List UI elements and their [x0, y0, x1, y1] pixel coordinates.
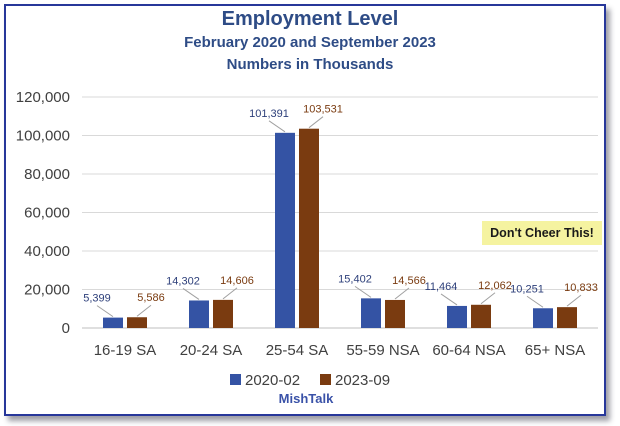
data-label-leader — [96, 305, 114, 318]
data-label: 5,399 — [83, 293, 111, 305]
chart-title: Employment Level — [221, 8, 399, 30]
bar-2020-02 — [103, 317, 123, 328]
chart-subtitle-line-2: Numbers in Thousands — [226, 56, 394, 73]
annotation-note: Don't Cheer This! — [482, 221, 602, 245]
data-label: 103,531 — [303, 104, 343, 116]
data-label-leader — [222, 287, 238, 300]
bar-2023-09 — [127, 317, 147, 328]
data-label-leader — [440, 293, 458, 306]
data-label-leader — [268, 120, 286, 133]
bar-2020-02 — [447, 305, 467, 328]
x-tick-label: 16-19 SA — [94, 342, 157, 359]
x-tick-label: 20-24 SA — [180, 342, 243, 359]
y-tick-label: 120,000 — [16, 89, 70, 106]
x-tick-label: 25-54 SA — [266, 342, 329, 359]
y-tick-label: 60,000 — [24, 205, 70, 222]
data-label-leader — [566, 294, 582, 307]
data-label: 10,833 — [564, 282, 598, 294]
y-tick-label: 40,000 — [24, 243, 70, 260]
data-label: 101,391 — [249, 108, 289, 120]
data-label: 10,251 — [510, 283, 544, 295]
data-label-leader — [354, 285, 372, 298]
data-label-leader — [526, 295, 544, 308]
bar-2023-09 — [385, 299, 405, 328]
title-block: Employment Level February 2020 and Septe… — [0, 6, 620, 76]
data-label: 5,586 — [137, 292, 165, 304]
x-tick-label: 60-64 NSA — [432, 342, 505, 359]
data-label: 11,464 — [425, 281, 458, 293]
data-label-leader — [308, 116, 324, 129]
bar-2020-02 — [533, 308, 553, 328]
bar-2020-02 — [275, 132, 295, 328]
data-label-leader — [136, 304, 152, 317]
bar-2023-09 — [557, 307, 577, 328]
bar-2020-02 — [189, 300, 209, 328]
bar-2023-09 — [471, 304, 491, 328]
legend-label: 2023-09 — [335, 372, 390, 389]
y-tick-label: 0 — [62, 320, 70, 337]
data-label-leader — [480, 292, 496, 305]
legend-swatch — [320, 374, 331, 385]
bar-2020-02 — [361, 298, 381, 328]
chart-subtitle-line-1: February 2020 and September 2023 — [184, 34, 436, 51]
bar-2023-09 — [213, 299, 233, 328]
x-tick-label: 65+ NSA — [525, 342, 585, 359]
bar-2023-09 — [299, 128, 319, 328]
y-tick-label: 80,000 — [24, 166, 70, 183]
y-tick-label: 100,000 — [16, 128, 70, 145]
source-label: MishTalk — [279, 391, 334, 406]
legend-label: 2020-02 — [245, 372, 300, 389]
y-tick-label: 20,000 — [24, 282, 70, 299]
x-tick-label: 55-59 NSA — [346, 342, 419, 359]
data-label: 14,566 — [392, 275, 426, 287]
data-label: 14,606 — [220, 275, 254, 287]
data-label-leader — [394, 287, 410, 300]
data-label: 15,402 — [338, 273, 372, 285]
legend-swatch — [230, 374, 241, 385]
data-label-leader — [182, 288, 200, 300]
data-label: 12,062 — [478, 280, 512, 292]
data-label: 14,302 — [166, 275, 200, 287]
